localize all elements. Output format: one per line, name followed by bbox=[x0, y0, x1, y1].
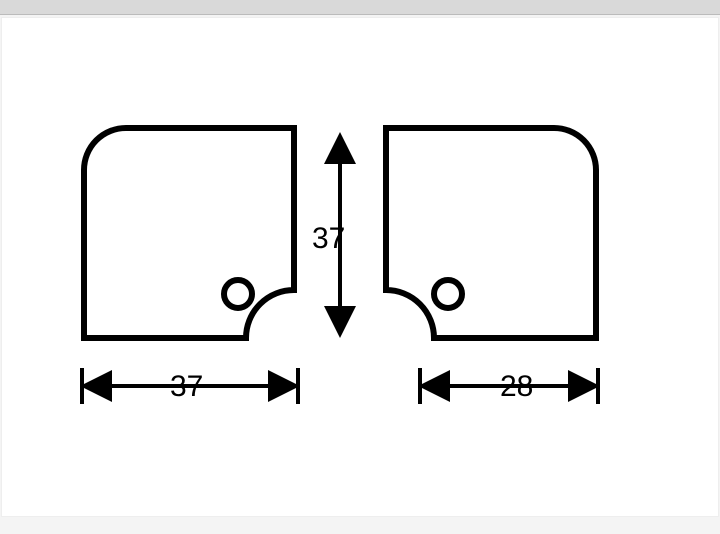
diagram-canvas: 37 37 28 bbox=[2, 18, 718, 516]
dim-vertical-label: 37 bbox=[312, 222, 345, 256]
window-top-bar bbox=[0, 0, 720, 15]
dim-left-label: 37 bbox=[170, 370, 203, 404]
dim-right-label: 28 bbox=[500, 370, 533, 404]
technical-diagram bbox=[2, 18, 718, 516]
